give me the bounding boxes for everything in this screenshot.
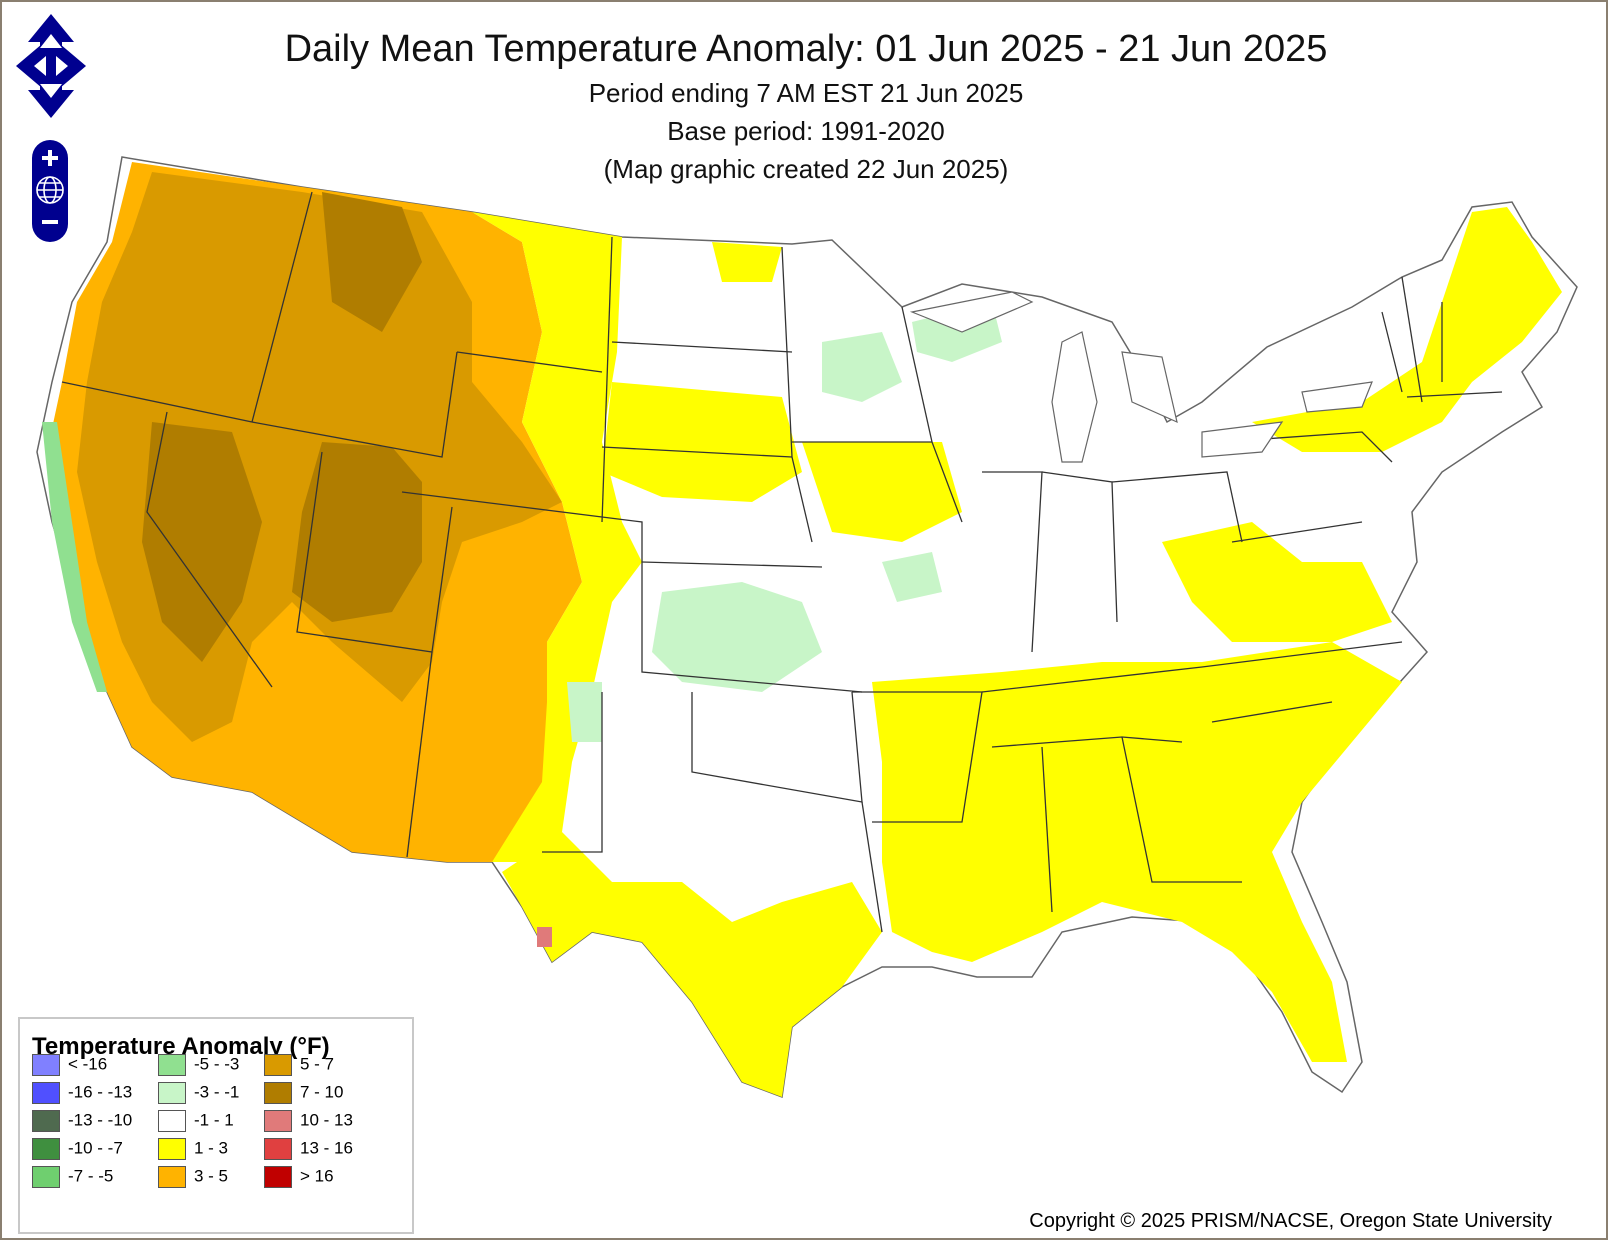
legend-swatch xyxy=(158,1138,186,1160)
legend-label: -13 - -10 xyxy=(68,1110,133,1130)
legend-label: 7 - 10 xyxy=(300,1082,344,1102)
legend-item: > 16 xyxy=(264,1166,334,1188)
legend-swatch xyxy=(158,1166,186,1188)
legend-label: < -16 xyxy=(68,1054,108,1074)
legend-swatch xyxy=(264,1054,292,1076)
legend-label: -10 - -7 xyxy=(68,1138,123,1158)
state-boundaries xyxy=(61,191,1503,933)
region-anom-neg3-neg1-kansas xyxy=(652,582,822,692)
region-anom-7-10-b xyxy=(142,422,262,662)
zoom-in-icon[interactable] xyxy=(42,150,58,166)
legend-swatch xyxy=(32,1054,60,1076)
legend-label: -3 - -1 xyxy=(194,1082,240,1102)
legend: Temperature Anomaly (°F) < -16 -16 - -13-… xyxy=(18,1017,414,1234)
legend-label: -5 - -3 xyxy=(194,1054,240,1074)
map-subtitle-period: Period ending 7 AM EST 21 Jun 2025 xyxy=(588,78,1024,108)
zoom-out-icon[interactable] xyxy=(42,220,58,224)
region-anom-1-3-northern-plains xyxy=(712,242,782,282)
legend-swatch xyxy=(32,1082,60,1104)
region-anom-1-3-dakota xyxy=(602,382,802,502)
legend-item: 1 - 3 xyxy=(158,1138,228,1160)
region-anom-neg3-neg1-mo xyxy=(882,552,942,602)
region-anom-7-10-c xyxy=(322,192,422,332)
legend-swatch xyxy=(158,1110,186,1132)
region-anom-1-3-south xyxy=(872,642,1402,1062)
legend-item: 3 - 5 xyxy=(158,1166,228,1188)
map-title: Daily Mean Temperature Anomaly: 01 Jun 2… xyxy=(284,28,1328,70)
region-anom-1-3-northeast xyxy=(1252,207,1562,452)
legend-label: 10 - 13 xyxy=(300,1110,353,1130)
region-anom-1-3-appalachia xyxy=(1162,522,1392,642)
legend-item: -16 - -13 xyxy=(32,1082,132,1104)
region-anom-1-3-iowa xyxy=(802,442,962,542)
map-subtitle-base: Base period: 1991-2020 xyxy=(667,116,945,146)
legend-item: 5 - 7 xyxy=(264,1054,334,1076)
legend-swatch xyxy=(32,1138,60,1160)
legend-item: < -16 xyxy=(32,1054,107,1076)
great-lakes xyxy=(909,291,1373,463)
legend-label: 1 - 3 xyxy=(194,1138,229,1158)
region-anom-neg3-neg1-panhandle xyxy=(567,682,602,742)
legend-item: -13 - -10 xyxy=(32,1110,132,1132)
region-anom-1-3-texas xyxy=(502,832,882,1097)
legend-swatch xyxy=(264,1110,292,1132)
legend-swatch xyxy=(158,1082,186,1104)
legend-item: -5 - -3 xyxy=(158,1054,239,1076)
legend-label: -1 - 1 xyxy=(194,1110,234,1130)
region-anom-10-13 xyxy=(537,927,552,947)
legend-item: -3 - -1 xyxy=(158,1082,239,1104)
legend-swatch xyxy=(32,1166,60,1188)
legend-swatch xyxy=(264,1166,292,1188)
legend-label: 13 - 16 xyxy=(300,1138,353,1158)
legend-swatch xyxy=(32,1110,60,1132)
region-anom-neg3-neg1-mn xyxy=(822,332,902,402)
legend-item: 13 - 16 xyxy=(264,1138,353,1160)
legend-item: 7 - 10 xyxy=(264,1082,343,1104)
legend-swatch xyxy=(264,1138,292,1160)
legend-item: 10 - 13 xyxy=(264,1110,353,1132)
map-subtitle-created: (Map graphic created 22 Jun 2025) xyxy=(603,154,1009,184)
zoom-control xyxy=(32,140,68,242)
globe-icon[interactable] xyxy=(36,176,64,204)
legend-item: -1 - 1 xyxy=(158,1110,234,1132)
region-anom-neg3-neg1-coast xyxy=(42,422,107,692)
legend-label: 3 - 5 xyxy=(194,1166,229,1186)
legend-item: -7 - -5 xyxy=(32,1166,113,1188)
region-anom-7-10 xyxy=(292,442,422,622)
pan-control xyxy=(16,14,86,118)
legend-swatch xyxy=(158,1054,186,1076)
legend-label: 5 - 7 xyxy=(300,1054,335,1074)
copyright: Copyright © 2025 PRISM/NACSE, Oregon Sta… xyxy=(1029,1210,1552,1232)
region-anom-1-3-plains xyxy=(472,212,642,862)
legend-item: -10 - -7 xyxy=(32,1138,123,1160)
legend-label: > 16 xyxy=(300,1166,334,1186)
legend-swatch xyxy=(264,1082,292,1104)
legend-label: -16 - -13 xyxy=(68,1082,133,1102)
legend-label: -7 - -5 xyxy=(68,1166,114,1186)
